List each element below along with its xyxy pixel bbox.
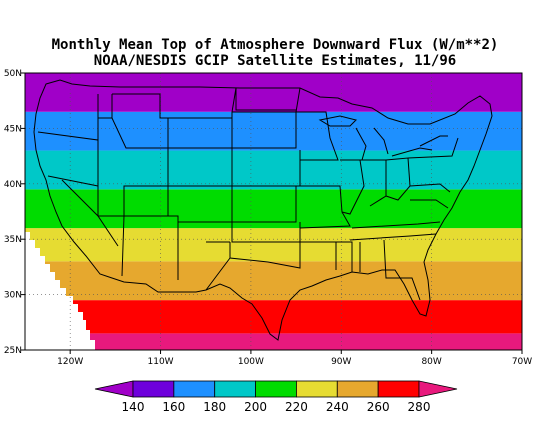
y-tick-label-2: 35N <box>4 235 22 245</box>
x-tick-label-1: 110W <box>148 357 174 367</box>
colorbar-labels: 140 160 180 200 220 240 260 280 <box>122 400 431 414</box>
state-line <box>178 221 301 243</box>
colorbar-label-1: 160 <box>162 400 185 414</box>
y-tick-label-4: 45N <box>4 124 22 134</box>
colorbar-low-extend <box>94 380 134 398</box>
colorbar-segment-3 <box>255 380 297 398</box>
plot-frame <box>24 72 523 351</box>
state-line <box>349 221 441 241</box>
colorbar-segment-1 <box>173 380 216 398</box>
state-line <box>340 159 365 215</box>
y-tick-label-3: 40N <box>4 180 22 190</box>
colorbar <box>94 380 458 398</box>
state-line <box>97 117 169 217</box>
y-tick-label-5: 50N <box>4 69 22 79</box>
state-line <box>205 241 231 291</box>
state-line <box>296 111 339 161</box>
colorbar-label-3: 200 <box>244 400 267 414</box>
colorbar-segment-4 <box>296 380 338 398</box>
state-line <box>407 137 459 193</box>
axes <box>21 72 523 354</box>
x-tick-label-3: 90W <box>331 357 351 367</box>
state-borders <box>33 79 493 341</box>
us-outline <box>33 79 493 341</box>
colorbar-high-extend <box>418 380 458 398</box>
colorbar-segment-2 <box>214 380 256 398</box>
flux-band-1 <box>25 300 522 334</box>
great-lakes <box>318 115 448 161</box>
state-line <box>410 199 449 209</box>
state-line <box>359 239 421 301</box>
flux-bands <box>25 73 522 350</box>
colorbar-label-7: 280 <box>408 400 431 414</box>
colorbar-label-0: 140 <box>122 400 145 414</box>
latitude-labels: 25N 30N 35N 40N 45N 50N <box>4 69 22 356</box>
x-tick-label-4: 80W <box>421 357 441 367</box>
map-subtitle: NOAA/NESDIS GCIP Satellite Estimates, 11… <box>93 53 457 69</box>
x-tick-label-2: 100W <box>238 357 264 367</box>
state-line <box>300 241 353 272</box>
colorbar-label-4: 220 <box>285 400 308 414</box>
y-tick-label-1: 30N <box>4 291 22 301</box>
flux-band-7 <box>25 73 522 112</box>
colorbar-segment-6 <box>377 380 420 398</box>
colorbar-segment-5 <box>336 380 379 398</box>
x-tick-label-5: 70W <box>512 357 532 367</box>
colorbar-label-6: 260 <box>367 400 390 414</box>
longitude-labels: 120W 110W 100W 90W 80W 70W <box>57 357 532 367</box>
flux-band-2 <box>25 261 522 301</box>
state-line <box>112 93 232 148</box>
map-title: Monthly Mean Top of Atmosphere Downward … <box>51 37 499 53</box>
state-line <box>61 179 119 247</box>
y-tick-label-0: 25N <box>4 346 22 356</box>
state-line <box>121 186 179 280</box>
colorbar-label-2: 180 <box>203 400 226 414</box>
state-line <box>231 186 297 223</box>
flux-band-0 <box>25 333 522 350</box>
colorbar-label-5: 240 <box>326 400 349 414</box>
flux-band-3 <box>25 228 522 262</box>
state-line <box>229 242 301 269</box>
pacific-ocean-area <box>25 232 95 350</box>
x-tick-label-0: 120W <box>57 357 83 367</box>
colorbar-segment-0 <box>132 380 175 398</box>
